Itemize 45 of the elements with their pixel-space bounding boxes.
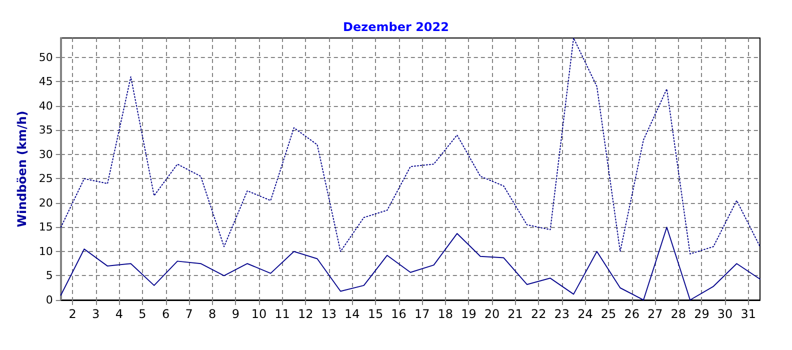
line-series: [60, 226, 760, 300]
y-tick-label: 35: [38, 124, 53, 137]
x-tick-label: 21: [508, 307, 523, 321]
x-tick-label: 14: [344, 307, 360, 321]
chart-title: Dezember 2022: [343, 20, 449, 34]
x-tick-label: 4: [115, 307, 123, 321]
x-tick-label: 27: [647, 307, 663, 321]
x-tick-label: 12: [298, 307, 314, 321]
x-tick-label: 3: [92, 307, 100, 321]
x-tick-label: 13: [321, 307, 337, 321]
x-tick-label: 10: [251, 307, 267, 321]
x-tick-label: 6: [162, 307, 170, 321]
x-tick-label: 16: [391, 307, 406, 321]
x-tick-label: 11: [274, 307, 290, 321]
x-tick-label: 5: [138, 307, 146, 321]
y-tick-label: 30: [38, 148, 53, 161]
x-tick-label: 30: [717, 307, 733, 321]
x-tick-label: 7: [185, 307, 193, 321]
y-axis-title: Windböen (km/h): [15, 110, 29, 228]
x-tick-label: 29: [694, 307, 710, 321]
x-tick-label: 9: [232, 307, 240, 321]
x-tick-label: 23: [554, 307, 570, 321]
x-tick-label: 17: [414, 307, 430, 321]
x-tick-label: 31: [740, 307, 756, 321]
x-tick-label: 20: [484, 307, 500, 321]
x-tick-label: 28: [670, 307, 686, 321]
y-tick-label: 40: [38, 99, 53, 112]
x-tick-label: 2: [68, 307, 76, 321]
x-tick-label: 22: [530, 307, 546, 321]
y-tick-label: 50: [38, 50, 53, 64]
y-tick-label: 0: [46, 294, 53, 306]
line-series: [60, 38, 760, 254]
y-tick-label: 5: [46, 269, 53, 282]
x-tick-label: 25: [600, 307, 616, 321]
y-tick-label: 10: [38, 244, 53, 258]
x-tick-label: 26: [624, 307, 640, 321]
x-tick-label: 24: [578, 307, 593, 321]
x-tick-label: 15: [368, 307, 384, 321]
y-tick-label: 45: [38, 75, 53, 88]
x-tick-label: 8: [208, 307, 216, 321]
x-tick-label: 19: [461, 307, 476, 321]
y-tick-label: 20: [38, 196, 53, 210]
y-tick-label: 25: [38, 172, 53, 186]
y-tick-label: 15: [38, 220, 53, 234]
x-tick-label: 18: [438, 307, 454, 321]
